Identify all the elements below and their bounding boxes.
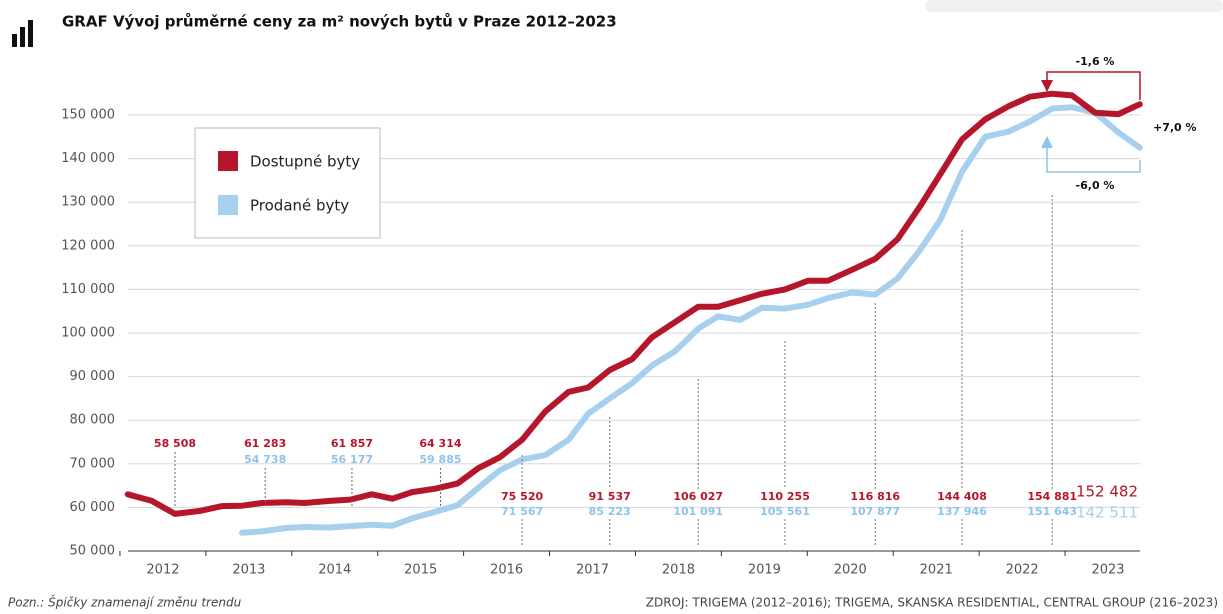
source: ZDROJ: TRIGEMA (2012–2016); TRIGEMA, SKA…: [646, 596, 1218, 610]
annotation-blue: 54 738: [244, 453, 286, 466]
annotation-red: 144 408: [937, 490, 987, 503]
annotation-blue: 71 567: [501, 505, 543, 518]
annotation-red: 116 816: [850, 490, 900, 503]
x-tick-label: 2013: [232, 563, 265, 578]
annotation-red: 154 881: [1027, 490, 1077, 503]
y-tick-label: 60 000: [70, 500, 116, 515]
chart-icon: [12, 20, 33, 47]
annotation-blue: 105 561: [760, 505, 810, 518]
y-tick-label: 50 000: [70, 544, 116, 559]
change-label: -1,6 %: [1076, 55, 1115, 68]
y-tick-label: 80 000: [70, 413, 116, 428]
x-tick-label: 2019: [748, 563, 781, 578]
x-tick-label: 2020: [834, 563, 867, 578]
annotation-blue: 151 643: [1027, 505, 1077, 518]
legend-label: Dostupné byty: [250, 153, 360, 171]
annotation-blue: 85 223: [589, 505, 631, 518]
change-label: +7,0 %: [1153, 121, 1197, 134]
annotation-blue: 56 177: [331, 453, 373, 466]
y-tick-label: 140 000: [61, 151, 115, 166]
y-tick-label: 110 000: [61, 282, 115, 297]
annotation-blue: 137 946: [937, 505, 987, 518]
y-tick-label: 70 000: [70, 456, 116, 471]
annotation-blue: 107 877: [850, 505, 900, 518]
x-tick-label: 2018: [662, 563, 695, 578]
chart-title: GRAF Vývoj průměrné ceny za m² nových by…: [62, 13, 617, 31]
annotation-red: 106 027: [673, 490, 723, 503]
change-label: -6,0 %: [1076, 179, 1115, 192]
x-tick-label: 2021: [920, 563, 953, 578]
annotation-red: 75 520: [501, 490, 543, 503]
top-bar: [925, 0, 1223, 12]
x-tick-label: 2015: [404, 563, 437, 578]
series-line: [124, 90, 1143, 517]
legend-swatch: [218, 195, 238, 215]
annotation-red: 61 857: [331, 437, 373, 450]
x-tick-label: 2016: [490, 563, 523, 578]
annotation-red: 152 482: [1076, 483, 1138, 501]
annotation-red: 110 255: [760, 490, 810, 503]
annotation-blue: 142 511: [1076, 504, 1138, 522]
annotation-red: 61 283: [244, 437, 286, 450]
legend-swatch: [218, 151, 238, 171]
x-tick-label: 2023: [1091, 563, 1124, 578]
annotation-red: 91 537: [589, 490, 631, 503]
annotation-red: 58 508: [154, 437, 196, 450]
y-tick-label: 150 000: [61, 108, 115, 123]
y-tick-label: 130 000: [61, 195, 115, 210]
legend: Dostupné byty Prodané byty: [194, 127, 381, 239]
y-tick-label: 120 000: [61, 238, 115, 253]
y-tick-label: 90 000: [70, 369, 116, 384]
x-tick-label: 2014: [318, 563, 351, 578]
x-tick-label: 2017: [576, 563, 609, 578]
x-tick-label: 2012: [146, 563, 179, 578]
legend-label: Prodané byty: [250, 197, 349, 215]
series-line: [239, 104, 1143, 536]
change-brackets: [1041, 71, 1141, 173]
annotation-blue: 101 091: [673, 505, 723, 518]
x-tick-label: 2022: [1006, 563, 1039, 578]
y-tick-label: 100 000: [61, 326, 115, 341]
annotation-red: 64 314: [419, 437, 461, 450]
annotation-blue: 59 885: [419, 453, 461, 466]
note: Pozn.: Špičky znamenají změnu trendu: [8, 595, 242, 610]
legend-box: [194, 127, 381, 239]
